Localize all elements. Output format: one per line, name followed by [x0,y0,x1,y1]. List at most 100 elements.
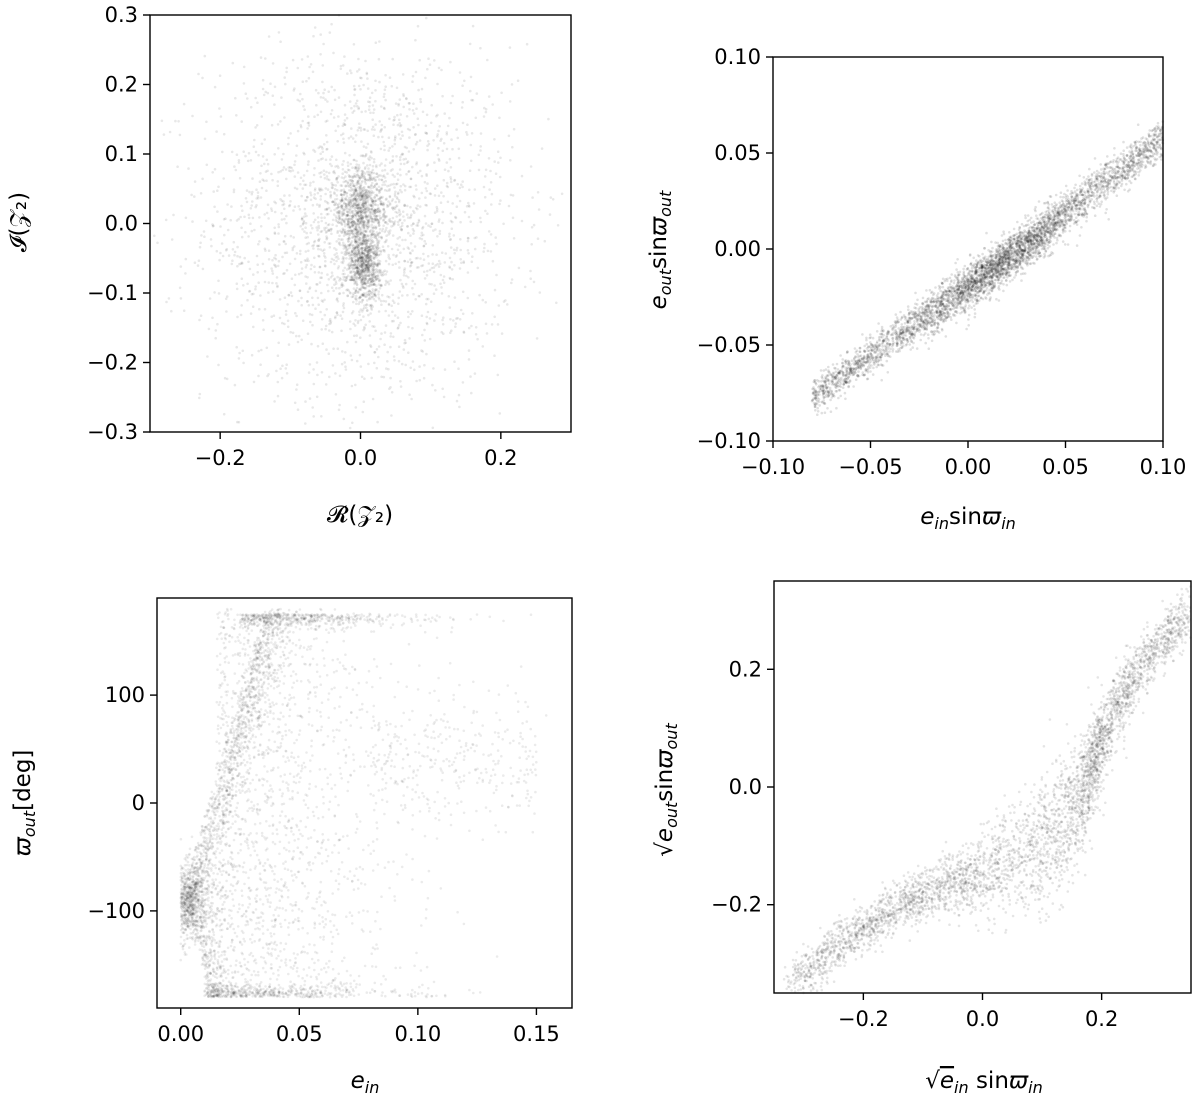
data-point [493,354,496,358]
data-point [369,277,372,281]
data-point [426,163,430,166]
data-point [358,310,361,314]
data-point [507,134,511,138]
data-point [441,210,445,214]
data-point [296,171,300,174]
data-point [487,230,491,233]
data-point [263,270,267,273]
data-point [455,128,458,131]
data-point [389,335,393,338]
data-point [439,201,443,204]
data-point [440,68,443,72]
data-point [1100,200,1103,203]
data-point [428,317,432,320]
data-point [370,219,373,223]
data-point [374,41,378,44]
data-point [345,257,348,260]
data-point [378,214,381,218]
data-point [403,204,407,207]
data-point [396,220,400,224]
data-point [266,162,270,166]
data-point [359,210,363,213]
data-point [364,323,368,327]
data-point [458,186,462,190]
data-point [271,281,274,285]
data-point [262,328,265,332]
data-point [532,280,536,284]
data-point [297,299,300,303]
data-point [396,197,399,201]
data-point [411,310,414,313]
data-point [312,244,316,247]
data-point [418,295,421,298]
data-point [381,135,384,139]
data-point [306,137,309,141]
data-point [441,221,444,225]
data-point [397,323,401,327]
data-point [844,397,847,401]
data-point [428,192,432,195]
data-point [432,367,435,370]
data-point [1106,155,1109,158]
data-point [307,304,311,307]
data-point [259,196,263,199]
data-point [455,205,459,208]
data-point [417,294,421,298]
data-point [1148,129,1151,132]
data-point [237,217,240,221]
data-point [293,283,297,287]
data-point [362,271,366,274]
data-point [423,277,427,280]
data-point [397,260,401,264]
data-point [374,218,378,222]
data-point [348,178,352,182]
data-point [471,24,475,28]
data-point [411,326,414,330]
data-point [281,168,285,172]
data-point [368,304,372,307]
data-point [388,202,392,205]
data-point [364,277,368,280]
data-point [249,207,253,210]
data-point [383,148,386,152]
data-point [395,215,399,218]
data-point [351,111,355,114]
data-point [353,173,356,176]
data-point [469,75,473,79]
data-point [449,176,452,179]
data-point [252,325,255,329]
data-point [388,76,392,79]
data-point [301,223,305,226]
data-point [355,99,359,103]
data-point [363,201,367,205]
data-point [342,188,346,191]
data-point [343,197,347,201]
data-point [330,330,334,334]
data-point [338,216,342,220]
data-point [477,168,481,172]
data-point [384,198,388,201]
data-point [469,143,473,147]
data-point [467,201,470,205]
data-point [311,303,315,307]
data-point [356,169,360,173]
data-point [401,73,405,76]
data-point [403,267,407,270]
data-point [398,218,402,221]
data-point [354,188,358,191]
data-point [387,149,391,152]
y-axis-label: 𝓘(𝒵₂) [6,192,32,252]
data-point [324,158,328,162]
data-point [316,228,319,232]
data-point [517,266,521,270]
data-point [425,113,429,117]
data-point [425,189,429,193]
data-point [353,246,357,250]
data-point [311,70,315,74]
data-point [356,244,360,247]
data-point [283,322,286,326]
data-point [324,120,328,123]
data-point [476,337,479,341]
data-point [363,195,366,199]
data-point [371,325,374,328]
